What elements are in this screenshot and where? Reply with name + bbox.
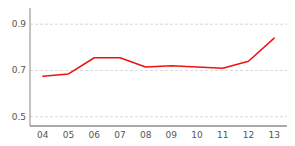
chart: 0.5 0.7 0.9 04 05 06 07 08 09 10 11 12 13 bbox=[0, 0, 295, 146]
line bbox=[43, 38, 274, 76]
x-tick-label: 05 bbox=[63, 130, 74, 140]
x-axis-line bbox=[30, 126, 287, 127]
plot-area bbox=[43, 38, 274, 76]
grid-line bbox=[30, 116, 287, 117]
y-tick-label: 0.7 bbox=[12, 65, 26, 75]
x-tick-label: 10 bbox=[191, 130, 203, 140]
x-tick-label: 07 bbox=[114, 130, 125, 140]
x-tick-label: 11 bbox=[217, 130, 228, 140]
y-tick-label: 0.5 bbox=[12, 112, 26, 122]
x-tick-label: 12 bbox=[243, 130, 254, 140]
x-tick-label: 04 bbox=[37, 130, 49, 140]
x-tick-label: 13 bbox=[268, 130, 279, 140]
y-tick-label: 0.9 bbox=[12, 19, 27, 29]
grid-line bbox=[30, 70, 287, 71]
grid-line bbox=[30, 24, 287, 25]
y-axis-line bbox=[30, 8, 31, 126]
x-tick-label: 06 bbox=[89, 130, 101, 140]
x-tick-label: 08 bbox=[140, 130, 152, 140]
x-tick-label: 09 bbox=[166, 130, 178, 140]
